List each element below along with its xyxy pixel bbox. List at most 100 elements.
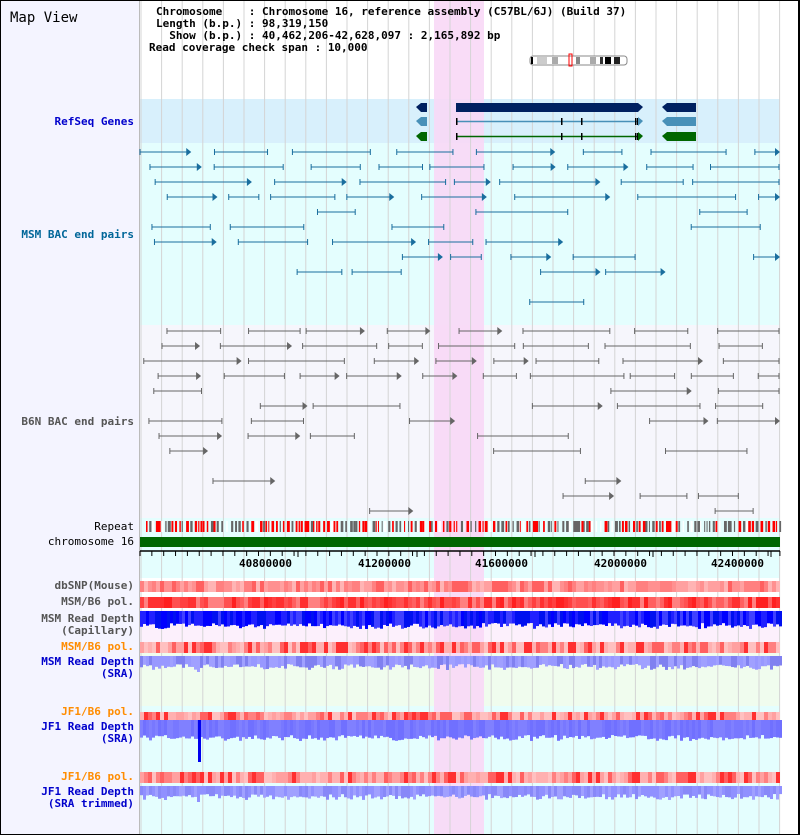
msm-b6-pol-sra-cell: [216, 642, 220, 653]
msm-depth-sra-bar: [164, 656, 167, 669]
repeat-feature: [497, 521, 500, 532]
jf1-depth-trimmed-bar: [686, 786, 689, 795]
b6n-bac-arrow: [698, 357, 704, 365]
msm-b6-pol-sra-cell: [612, 642, 616, 653]
repeat-feature: [158, 521, 161, 532]
dbsnp-cell: [280, 581, 284, 592]
msm-b6-pol-sra-cell: [248, 642, 252, 653]
jf1-b6-pol-cell: [140, 712, 144, 723]
jf1-depth-trimmed-bar: [224, 786, 227, 797]
msm-depth-capillary-bar: [611, 611, 614, 626]
jf1-b6-pol-cell: [296, 712, 300, 723]
b6n-bac-arrow: [334, 372, 340, 380]
msm-depth-sra-bar: [749, 656, 752, 668]
msm-bac-arrow: [186, 148, 192, 156]
jf1-depth-bar: [779, 720, 782, 738]
repeat-feature: [535, 521, 539, 532]
repeat-feature: [733, 521, 736, 532]
repeat-feature: [557, 521, 559, 532]
track-label-refseq[interactable]: RefSeq Genes: [54, 115, 134, 128]
msm-b6-pol-cell: [684, 597, 688, 608]
jf1-b6-pol-cell: [664, 712, 668, 723]
jf1-depth-trimmed-bar: [179, 786, 182, 797]
msm-depth-sra-bar: [257, 656, 260, 665]
msm-b6-pol-sra-cell: [380, 642, 384, 653]
repeat-feature: [408, 521, 410, 532]
msm-depth-capillary-bar: [296, 611, 299, 627]
dbsnp-cell: [496, 581, 500, 592]
msm-b6-pol-cell: [260, 597, 264, 608]
msm-b6-pol-cell: [164, 597, 168, 608]
jf1-depth-trimmed-bar: [287, 786, 290, 800]
msm-depth-sra-bar: [398, 656, 401, 666]
msm-depth-sra-bar: [713, 656, 716, 666]
show-value: 40,462,206-42,628,097 : 2,165,892 bp: [261, 29, 501, 42]
jf1-b6-pol-cell: [200, 712, 204, 723]
msm-bac-arrow: [595, 178, 601, 186]
msm-depth-capillary-bar: [302, 611, 305, 626]
msm-depth-capillary-bar: [482, 611, 485, 624]
msm-b6-pol-sra-cell: [652, 642, 656, 653]
msm-b6-pol-sra-cell: [740, 642, 744, 653]
msm-b6-pol-sra-cell: [720, 642, 724, 653]
msm-b6-pol-cell: [212, 597, 216, 608]
msm-b6-pol-cell: [532, 597, 536, 608]
repeat-feature: [755, 521, 759, 532]
track-label-repeat: Repeat: [94, 520, 134, 533]
msm-depth-sra-bar: [275, 656, 278, 668]
msm-depth-capillary-bar: [323, 611, 326, 629]
msm-depth-sra-bar: [227, 656, 230, 667]
repeat-feature: [581, 521, 584, 532]
msm-depth-sra-bar: [587, 656, 590, 667]
repeat-feature: [399, 521, 402, 532]
msm-depth-sra-bar: [425, 656, 428, 666]
jf1-depth-bar: [362, 720, 365, 739]
msm-depth-sra-bar: [326, 656, 329, 666]
msm-depth-capillary-bar: [398, 611, 401, 626]
msm-depth-sra-bar: [776, 656, 779, 667]
jf1-b6-pol-cell: [364, 712, 368, 723]
msm-depth-sra-bar: [518, 656, 521, 667]
msm-b6-pol-cell: [732, 597, 736, 608]
track-label-msm-bac[interactable]: MSM BAC end pairs: [21, 228, 134, 241]
jf1-b6-pol-cell: [352, 712, 356, 723]
jf1-b6-pol-2-cell: [544, 772, 548, 783]
jf1-depth-trimmed-bar: [473, 786, 476, 798]
jf1-b6-pol-cell: [756, 712, 760, 723]
jf1-depth-bar: [449, 720, 452, 738]
chromosome-value: Chromosome 16, reference assembly (C57BL…: [261, 5, 627, 18]
msm-depth-sra-bar: [764, 656, 767, 667]
msm-b6-pol-sra-cell: [300, 642, 304, 653]
msm-depth-capillary-bar: [635, 611, 638, 626]
jf1-depth-trimmed-bar: [140, 786, 143, 796]
ideogram-band: [537, 57, 547, 64]
msm-depth-sra-bar: [317, 656, 320, 665]
msm-depth-sra-bar: [314, 656, 317, 666]
jf1-depth-trimmed-bar: [236, 786, 239, 799]
jf1-depth-trimmed-bar: [377, 786, 380, 797]
msm-b6-pol-cell: [648, 597, 652, 608]
dbsnp-cell: [264, 581, 268, 592]
msm-b6-pol-cell: [572, 597, 576, 608]
msm-depth-capillary-bar: [329, 611, 332, 626]
msm-depth-sra-bar: [470, 656, 473, 666]
msm-depth-sra-bar: [440, 656, 443, 665]
msm-depth-sra-bar: [737, 656, 740, 666]
msm-b6-pol-sra-cell: [404, 642, 408, 653]
b6n-bac-arrow: [597, 402, 603, 410]
dbsnp-cell: [592, 581, 596, 592]
gene-exon-tick: [456, 133, 458, 140]
label-line-1: MSM Read Depth: [41, 655, 134, 668]
repeat-feature: [760, 521, 764, 532]
jf1-b6-pol-cell: [432, 712, 436, 723]
jf1-depth-trimmed-bar: [776, 786, 779, 800]
track-label-b6n-bac[interactable]: B6N BAC end pairs: [21, 415, 134, 428]
msm-depth-capillary-bar: [326, 611, 329, 627]
jf1-depth-bar: [626, 720, 629, 739]
msm-b6-pol-cell: [380, 597, 384, 608]
msm-b6-pol-sra-cell: [584, 642, 588, 653]
jf1-depth-bar: [332, 720, 335, 738]
msm-depth-sra-bar: [293, 656, 296, 667]
b6n-bac-arrow: [686, 387, 692, 395]
